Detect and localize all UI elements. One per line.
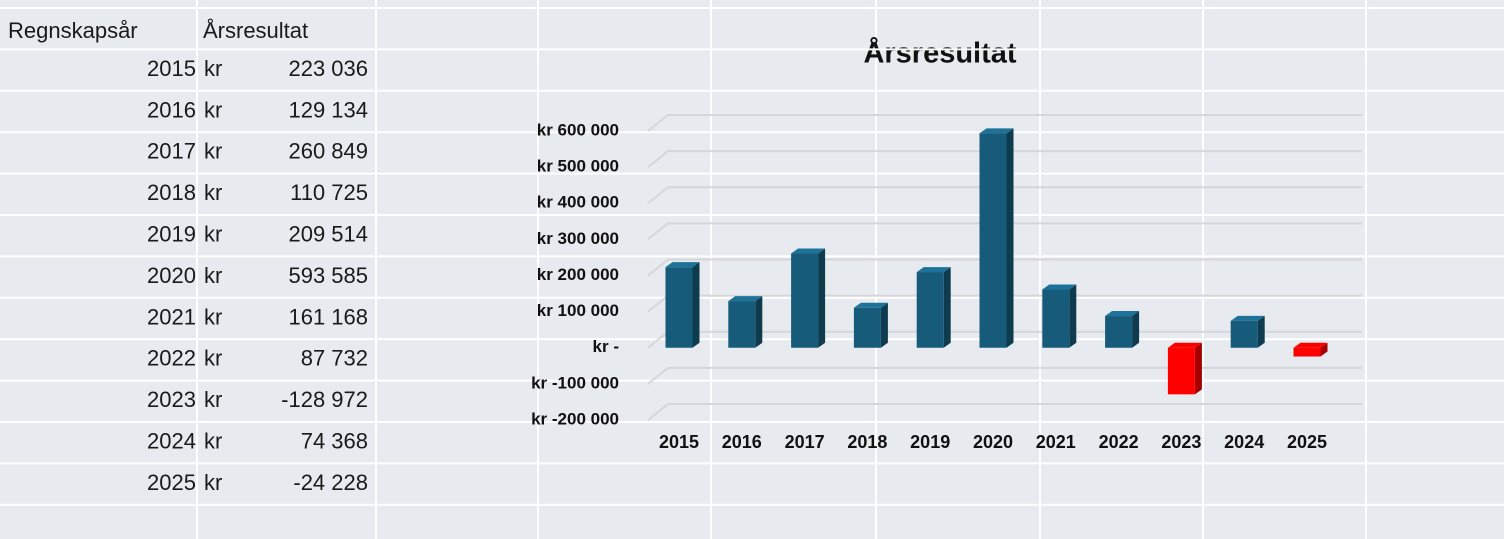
value-cell: -24 228 [293,470,368,495]
bar [1230,320,1258,348]
currency-cell: kr [204,387,222,412]
year-cell: 2021 [147,304,196,329]
bar [853,307,881,348]
y-tick-label: kr 100 000 [537,301,619,320]
bar-side [818,248,826,348]
bar-side [1194,342,1202,395]
y-tick-label: kr 600 000 [537,120,619,139]
header-cell: Regnskapsår [8,18,138,43]
bar-side [1006,128,1014,348]
grid-line [647,222,1362,241]
grid-line [647,366,1362,385]
currency-cell: kr [204,56,222,81]
y-tick-label: kr -200 000 [531,409,619,428]
bar-side [1320,342,1328,357]
year-cell: 2025 [147,470,196,495]
year-cell: 2018 [147,180,196,205]
year-cell: 2015 [147,56,196,81]
x-tick-label: 2015 [659,432,699,452]
x-tick-label: 2020 [973,432,1013,452]
y-tick-label: kr 400 000 [537,193,619,212]
bar [916,272,944,348]
value-cell: 593 585 [288,263,368,288]
x-tick-label: 2024 [1224,432,1264,452]
x-tick-label: 2017 [785,432,825,452]
value-cell: 260 849 [288,139,368,164]
value-cell: 110 725 [290,180,368,205]
x-tick-label: 2016 [722,432,762,452]
currency-cell: kr [204,222,222,247]
bar-top [665,262,700,268]
y-tick-label: kr 500 000 [537,157,619,176]
value-cell: 129 134 [288,97,368,122]
x-tick-label: 2019 [910,432,950,452]
grid-line [647,150,1362,168]
value-cell: 223 036 [288,56,368,81]
bar [1105,316,1133,348]
x-tick-label: 2018 [847,432,887,452]
bar-side [1257,315,1265,348]
grid-line [647,186,1362,205]
y-tick-label: kr 200 000 [537,265,619,284]
y-tick-label: kr -100 000 [531,373,619,392]
currency-cell: kr [204,263,222,288]
bar-side [755,296,763,348]
bar-top [979,128,1014,134]
bar [1167,347,1195,395]
bar [665,267,693,348]
y-tick-label: kr 300 000 [537,229,619,248]
header-cell: Årsresultat [203,18,308,43]
currency-cell: kr [204,97,222,122]
bar [1042,289,1070,348]
bar [979,133,1007,348]
year-cell: 2016 [147,97,196,122]
x-tick-label: 2025 [1287,432,1327,452]
bar-side [1069,284,1077,348]
bar [1293,347,1321,357]
bar-top [916,267,951,273]
value-cell: -128 972 [281,387,368,412]
bar [791,253,819,348]
bar-side [1132,311,1140,348]
currency-cell: kr [204,304,222,329]
bar-top [1105,311,1140,317]
value-cell: 161 168 [288,304,368,329]
value-cell: 74 368 [301,429,368,454]
cell-borders [196,0,1367,539]
currency-cell: kr [204,346,222,371]
year-cell: 2022 [147,346,196,371]
value-cell: 209 514 [288,222,368,247]
x-tick-label: 2023 [1161,432,1201,452]
year-cell: 2023 [147,387,196,412]
grid-line [647,258,1362,277]
bar-side [692,262,700,348]
bar-top [1167,342,1202,348]
bar-side [880,302,888,348]
bar [728,301,756,348]
year-cell: 2024 [147,429,196,454]
grid-line [647,114,1362,132]
bar-top [853,302,888,308]
y-tick-label: kr - [593,337,619,356]
currency-cell: kr [204,180,222,205]
bar-top [728,296,763,302]
bar-top [1042,284,1077,290]
year-cell: 2020 [147,263,196,288]
year-cell: 2019 [147,222,196,247]
bar-top [1293,342,1328,348]
grid-line [647,403,1362,421]
currency-cell: kr [204,470,222,495]
bar-top [1230,315,1265,321]
value-cell: 87 732 [301,346,368,371]
currency-cell: kr [204,429,222,454]
x-tick-label: 2022 [1099,432,1139,452]
x-tick-label: 2021 [1036,432,1076,452]
bar-side [943,267,951,348]
currency-cell: kr [204,139,222,164]
chart-title: Årsresultat [863,37,1016,70]
year-cell: 2017 [147,139,196,164]
bar-top [791,248,826,254]
